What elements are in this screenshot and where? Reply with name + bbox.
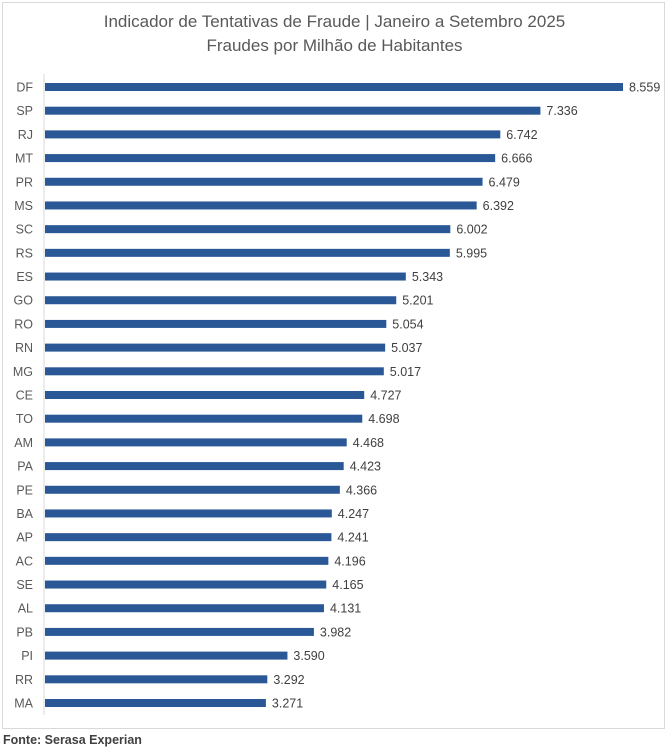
category-label: PB (16, 625, 33, 639)
data-label: 6.742 (506, 128, 537, 142)
category-label: RN (15, 341, 33, 355)
category-label: CE (16, 389, 33, 403)
category-label: MS (14, 199, 33, 213)
data-label: 5.201 (402, 294, 433, 308)
category-label: AM (14, 436, 33, 450)
bar-go (45, 296, 397, 305)
bar-ma (45, 699, 266, 707)
data-label: 6.002 (456, 223, 487, 237)
data-label: 3.982 (320, 625, 351, 639)
category-label: AP (16, 531, 33, 545)
data-label: 6.666 (501, 152, 532, 166)
bar-sc (45, 225, 451, 234)
data-label: 4.468 (353, 436, 384, 450)
bar-al (45, 604, 324, 613)
bar-pb (45, 627, 314, 636)
category-label: PA (17, 460, 33, 474)
category-label: ES (16, 270, 33, 284)
data-label: 3.271 (272, 697, 303, 711)
data-label: 4.131 (330, 602, 361, 616)
data-label: 3.590 (293, 649, 324, 663)
bar-pi (45, 651, 288, 660)
category-label: GO (14, 294, 34, 308)
bar-pe (45, 485, 340, 494)
bar-pa (45, 462, 344, 471)
category-label: RO (14, 317, 33, 331)
category-label: SC (16, 223, 33, 237)
category-label: PE (16, 483, 33, 497)
data-label: 4.165 (332, 578, 363, 592)
category-label: RJ (18, 128, 33, 142)
data-label: 6.479 (489, 175, 520, 189)
data-label: 5.343 (412, 270, 443, 284)
category-label: TO (16, 412, 33, 426)
data-label: 5.017 (390, 365, 421, 379)
bar-to (45, 414, 363, 423)
bar-mt (45, 154, 496, 163)
data-label: 7.336 (546, 104, 577, 118)
category-label: SP (16, 104, 33, 118)
bar-se (45, 580, 327, 589)
chart-title: Indicador de Tentativas de Fraude | Jane… (103, 12, 566, 31)
bar-rn (45, 343, 386, 352)
bar-mg (45, 367, 384, 376)
category-label: AC (16, 554, 33, 568)
category-label: PI (21, 649, 33, 663)
data-label: 5.995 (456, 246, 487, 260)
chart-frame (2, 2, 665, 729)
data-label: 5.037 (391, 341, 422, 355)
bar-ac (45, 556, 329, 565)
data-label: 4.366 (346, 483, 377, 497)
data-label: 4.423 (350, 460, 381, 474)
bar-rr (45, 675, 268, 684)
data-label: 4.727 (370, 389, 401, 403)
category-label: MA (14, 697, 33, 711)
bar-ba (45, 509, 332, 518)
data-label: 4.241 (337, 531, 368, 545)
bar-am (45, 438, 347, 447)
bar-rs (45, 248, 450, 257)
bar-df (45, 83, 623, 91)
data-label: 4.196 (334, 554, 365, 568)
bar-ro (45, 319, 387, 328)
data-label: 4.698 (368, 412, 399, 426)
data-label: 8.559 (629, 81, 660, 95)
category-label: SE (16, 578, 33, 592)
data-label: 3.292 (273, 673, 304, 687)
data-label: 4.247 (338, 507, 369, 521)
category-label: MT (15, 152, 33, 166)
source-note: Fonte: Serasa Experian (3, 733, 142, 747)
category-label: DF (16, 81, 33, 95)
bar-pr (45, 177, 483, 186)
category-label: RR (15, 673, 33, 687)
data-label: 5.054 (392, 317, 423, 331)
bar-rj (45, 130, 501, 139)
bar-es (45, 272, 406, 281)
category-label: BA (16, 507, 33, 521)
bar-ap (45, 533, 332, 542)
data-label: 6.392 (483, 199, 514, 213)
bar-ms (45, 201, 477, 210)
category-label: AL (18, 602, 33, 616)
chart-subtitle: Fraudes por Milhão de Habitantes (206, 36, 463, 55)
bar-sp (45, 106, 541, 115)
bar-ce (45, 391, 365, 399)
category-label: MG (13, 365, 33, 379)
category-label: RS (16, 246, 33, 260)
category-label: PR (16, 175, 33, 189)
